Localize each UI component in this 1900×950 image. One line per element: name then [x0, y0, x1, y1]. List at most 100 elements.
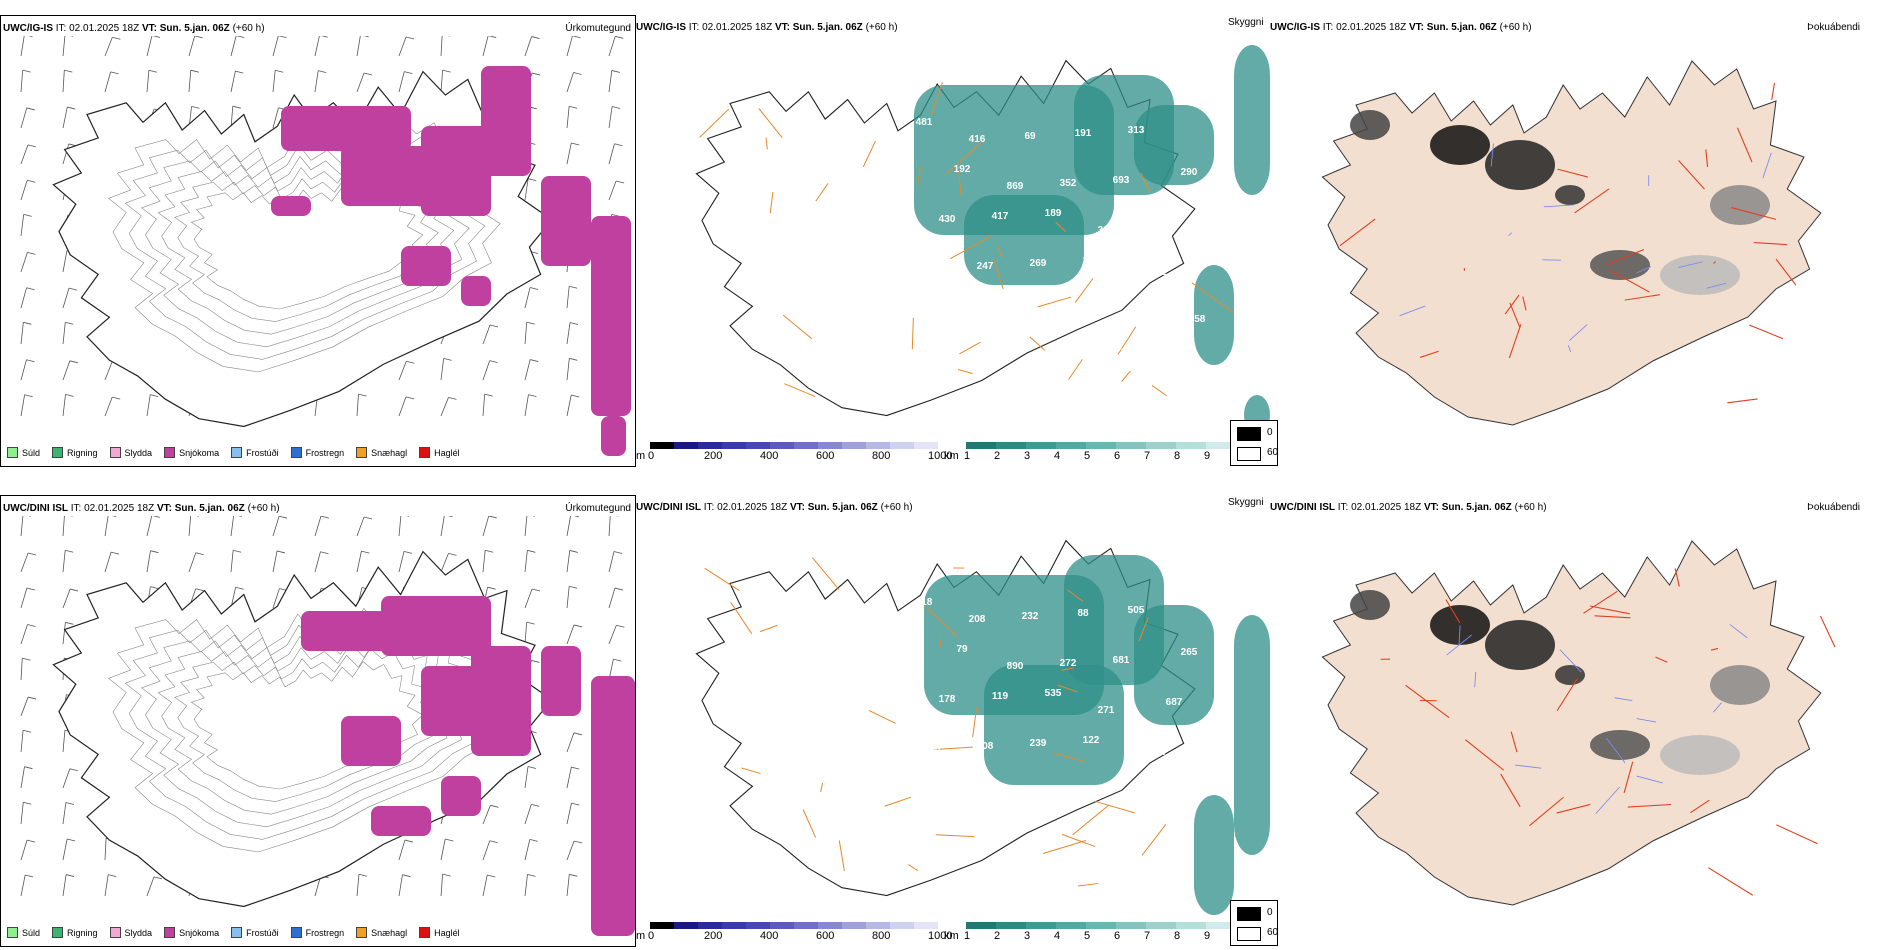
road-line	[1072, 804, 1110, 836]
road-line	[1736, 127, 1753, 163]
model-name: UWC/DINI ISL	[636, 502, 701, 513]
snowfall-area	[481, 66, 531, 176]
wind-barb-flag	[148, 69, 158, 73]
cloud-base-value: 117	[1166, 217, 1183, 228]
colorbar-tick: 800	[872, 450, 891, 462]
colorbar-segment	[996, 442, 1027, 449]
road-line	[935, 834, 975, 838]
legend-label: Frostúði	[246, 447, 279, 458]
wind-barb	[230, 516, 235, 537]
road-line	[1776, 824, 1818, 845]
road-line	[815, 183, 829, 202]
colorbar-segment	[722, 922, 747, 929]
colorbar-unit: m	[636, 450, 646, 462]
wind-barb	[566, 840, 575, 861]
wind-barb	[20, 766, 25, 789]
wind-barb	[146, 394, 151, 417]
cloud-base-value: 313	[1128, 125, 1145, 136]
wind-barb	[440, 397, 449, 417]
wind-barb	[188, 552, 197, 573]
road-line	[1445, 599, 1461, 624]
wind-barb	[482, 550, 486, 573]
wind-barb	[398, 71, 405, 93]
legend-item: Haglél	[419, 447, 460, 458]
wind-barb-flag	[531, 36, 540, 39]
road-line	[1339, 218, 1376, 247]
cloudbase-map: 481 416 69 191 313 290 192 869 352 693 117 430 417 18…	[695, 45, 1270, 435]
wind-barb-flag	[112, 36, 121, 40]
wind-barb-flag	[573, 516, 579, 518]
road-line	[1037, 296, 1072, 308]
wind-barb	[566, 550, 571, 573]
cloud-base-value: 869	[1007, 181, 1024, 192]
road-line	[957, 369, 973, 374]
wind-barb-flag	[26, 839, 36, 843]
wind-barb	[482, 360, 491, 381]
colorbar-tick: 5	[1084, 930, 1091, 942]
cloudbase-visibility-panel: UWC/IG-IS IT: 02.01.2025 18Z VT: Sun. 5.…	[634, 15, 1270, 465]
road-line	[1610, 270, 1650, 293]
wind-barb	[62, 394, 66, 417]
road-line	[917, 167, 921, 186]
road-line	[1727, 398, 1758, 404]
wind-barb	[566, 732, 575, 753]
low-visibility-area	[964, 195, 1084, 285]
colorbar-segment	[746, 442, 771, 449]
wind-barb	[230, 550, 234, 573]
model-name: UWC/IG-IS	[3, 23, 53, 34]
wind-barb-flag	[529, 838, 538, 842]
wind-barb-flag	[487, 586, 496, 590]
road-line	[1775, 258, 1797, 286]
wind-barb-flag	[275, 69, 284, 73]
road-line	[959, 341, 981, 355]
wind-barb	[104, 516, 109, 537]
wind-barb-flag	[448, 516, 453, 518]
wind-barb-flag	[26, 587, 35, 591]
low-visibility-area	[984, 665, 1124, 785]
iceland-land	[1321, 60, 1822, 426]
road-line	[1557, 168, 1589, 178]
wind-barb	[566, 72, 574, 93]
model-name: UWC/IG-IS	[1270, 22, 1320, 33]
legend-swatch	[419, 927, 431, 938]
legend-label: 60	[1267, 927, 1279, 938]
wind-barb	[356, 394, 359, 417]
legend-label: Súld	[22, 447, 41, 458]
colorbar-tick: 2	[994, 930, 1001, 942]
road-line	[704, 567, 740, 592]
visibility-panel-title: UWC/IG-IS IT: 02.01.2025 18Z VT: Sun. 5.…	[636, 22, 898, 33]
colorbar-segment	[650, 922, 675, 929]
wind-barb	[356, 72, 365, 93]
wind-barb	[398, 874, 403, 897]
road-line	[759, 624, 778, 633]
lead-time: (+60 h)	[865, 22, 898, 33]
colorbar-tick: 400	[760, 450, 779, 462]
fog-index-panel: UWC/IG-IS IT: 02.01.2025 18Z VT: Sun. 5.…	[1230, 15, 1900, 466]
wind-barb-flag	[27, 624, 36, 627]
wind-barb-flag	[27, 179, 36, 183]
fog-panel-title: UWC/DINI ISL IT: 02.01.2025 18Z VT: Sun.…	[1270, 502, 1547, 513]
river-line	[1568, 324, 1588, 342]
wind-barb	[482, 840, 491, 861]
legend-item: Frostregn	[290, 927, 344, 938]
wind-barb	[524, 394, 529, 417]
wind-barb	[272, 516, 280, 537]
valid-time: Sun. 5.jan. 06Z	[1426, 22, 1497, 33]
colorbar-segment	[746, 922, 771, 929]
wind-barb	[566, 624, 575, 645]
fog-area	[1485, 620, 1555, 670]
road-line	[699, 108, 730, 138]
fog-area	[1485, 140, 1555, 190]
road-line	[1574, 188, 1610, 214]
cloud-base-value: 272	[1060, 658, 1077, 669]
road-line	[1094, 800, 1135, 814]
wind-barb-flag	[488, 36, 497, 38]
low-visibility-area	[1194, 265, 1234, 365]
wind-barb-flag	[320, 516, 330, 519]
colorbar-tick: 600	[816, 930, 835, 942]
colorbar-segment	[1146, 442, 1177, 449]
wind-barb-flag	[445, 838, 454, 842]
wind-barb	[398, 36, 407, 57]
road-line	[1061, 667, 1074, 671]
legend-swatch	[7, 927, 18, 938]
